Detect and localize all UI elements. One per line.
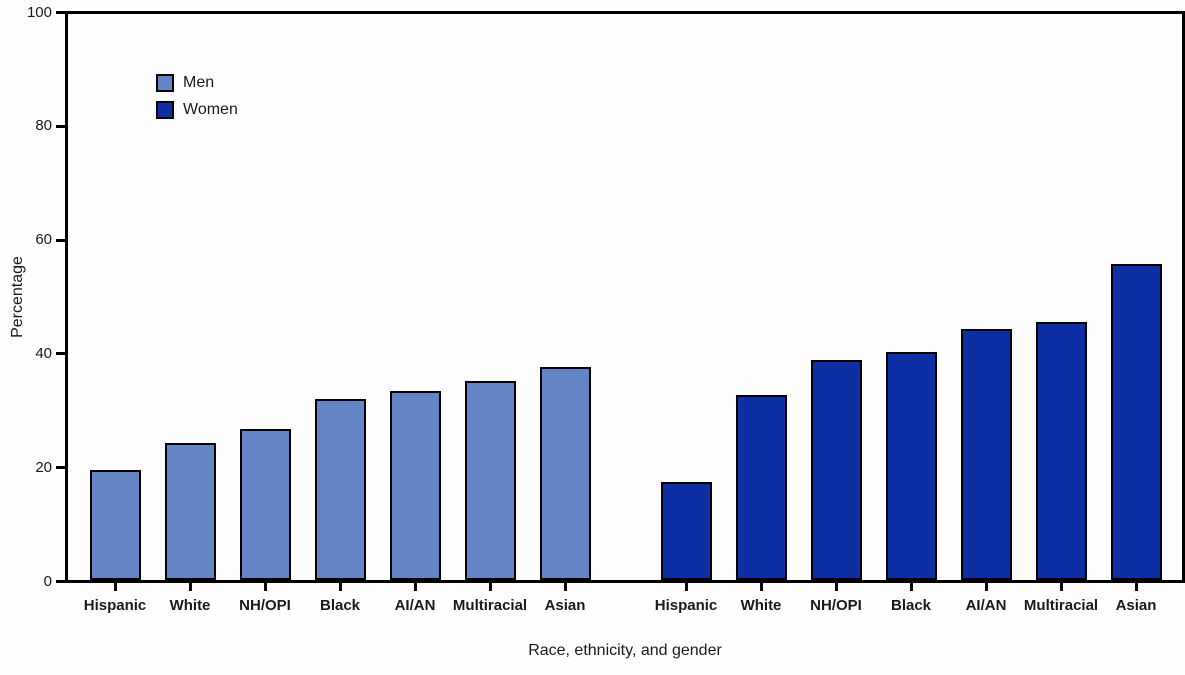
- x-tick-label-men-black: Black: [319, 597, 361, 614]
- bar-women-asian: [1110, 264, 1162, 580]
- x-axis-title: Race, ethnicity, and gender: [528, 642, 722, 659]
- bar-men-nh-opi: [239, 428, 291, 580]
- x-tick-men-white: [188, 583, 192, 591]
- x-tick-label-women-hispanic: Hispanic: [654, 597, 718, 614]
- x-tick-women-multiracial: [1059, 583, 1063, 591]
- x-tick-label-women-black: Black: [890, 597, 932, 614]
- bar-women-black: [885, 351, 937, 580]
- legend-label-women: Women: [183, 101, 238, 118]
- x-tick-women-white: [759, 583, 763, 591]
- men-color-swatch-icon: [156, 74, 174, 92]
- bar-women-multiracial: [1035, 322, 1087, 580]
- x-tick-label-men-white: White: [169, 597, 211, 614]
- legend-item-women: Women: [156, 101, 238, 119]
- x-tick-men-multiracial: [488, 583, 492, 591]
- x-tick-label-women-ai-an: AI/AN: [965, 597, 1007, 614]
- bar-women-hispanic: [660, 481, 712, 580]
- y-axis-title: Percentage: [9, 256, 26, 338]
- y-tick-label-0: 0: [43, 572, 52, 590]
- bar-men-multiracial: [464, 380, 516, 580]
- bar-women-white: [735, 395, 787, 580]
- bar-men-white: [164, 443, 216, 580]
- bar-men-asian: [539, 367, 591, 580]
- x-tick-women-ai-an: [984, 583, 988, 591]
- x-tick-women-asian: [1134, 583, 1138, 591]
- x-tick-women-hispanic: [684, 583, 688, 591]
- x-tick-label-men-nh-opi: NH/OPI: [239, 597, 291, 614]
- bar-women-nh-opi: [810, 359, 862, 580]
- x-tick-men-nh-opi: [263, 583, 267, 591]
- y-tick-60: [56, 238, 65, 242]
- x-tick-women-black: [909, 583, 913, 591]
- y-tick-100: [56, 11, 65, 14]
- y-tick-20: [56, 466, 65, 470]
- x-tick-men-ai-an: [413, 583, 417, 591]
- y-tick-label-100: 100: [26, 3, 52, 21]
- legend-item-men: Men: [156, 74, 238, 92]
- x-tick-label-men-asian: Asian: [544, 597, 586, 614]
- women-color-swatch-icon: [156, 101, 174, 119]
- bar-men-ai-an: [389, 390, 441, 580]
- x-tick-label-women-white: White: [740, 597, 782, 614]
- bar-men-hispanic: [89, 469, 141, 580]
- y-tick-80: [56, 124, 65, 128]
- y-tick-40: [56, 352, 65, 356]
- bar-women-ai-an: [960, 329, 1012, 580]
- x-tick-label-women-asian: Asian: [1115, 597, 1157, 614]
- x-tick-men-black: [338, 583, 342, 591]
- y-tick-0: [56, 580, 65, 583]
- x-tick-women-nh-opi: [834, 583, 838, 591]
- plot-area: Men Women: [65, 11, 1185, 583]
- y-tick-label-60: 60: [35, 231, 52, 249]
- legend-label-men: Men: [183, 74, 215, 91]
- x-tick-men-hispanic: [113, 583, 117, 591]
- x-tick-label-women-multiracial: Multiracial: [1023, 597, 1099, 614]
- x-tick-men-asian: [563, 583, 567, 591]
- y-tick-label-40: 40: [35, 344, 52, 362]
- x-tick-label-men-hispanic: Hispanic: [83, 597, 147, 614]
- y-tick-label-20: 20: [35, 458, 52, 476]
- legend: Men Women: [156, 74, 238, 128]
- x-tick-label-men-multiracial: Multiracial: [452, 597, 528, 614]
- y-tick-label-80: 80: [35, 117, 52, 135]
- x-tick-label-men-ai-an: AI/AN: [394, 597, 436, 614]
- bar-men-black: [314, 399, 366, 580]
- x-tick-label-women-nh-opi: NH/OPI: [810, 597, 862, 614]
